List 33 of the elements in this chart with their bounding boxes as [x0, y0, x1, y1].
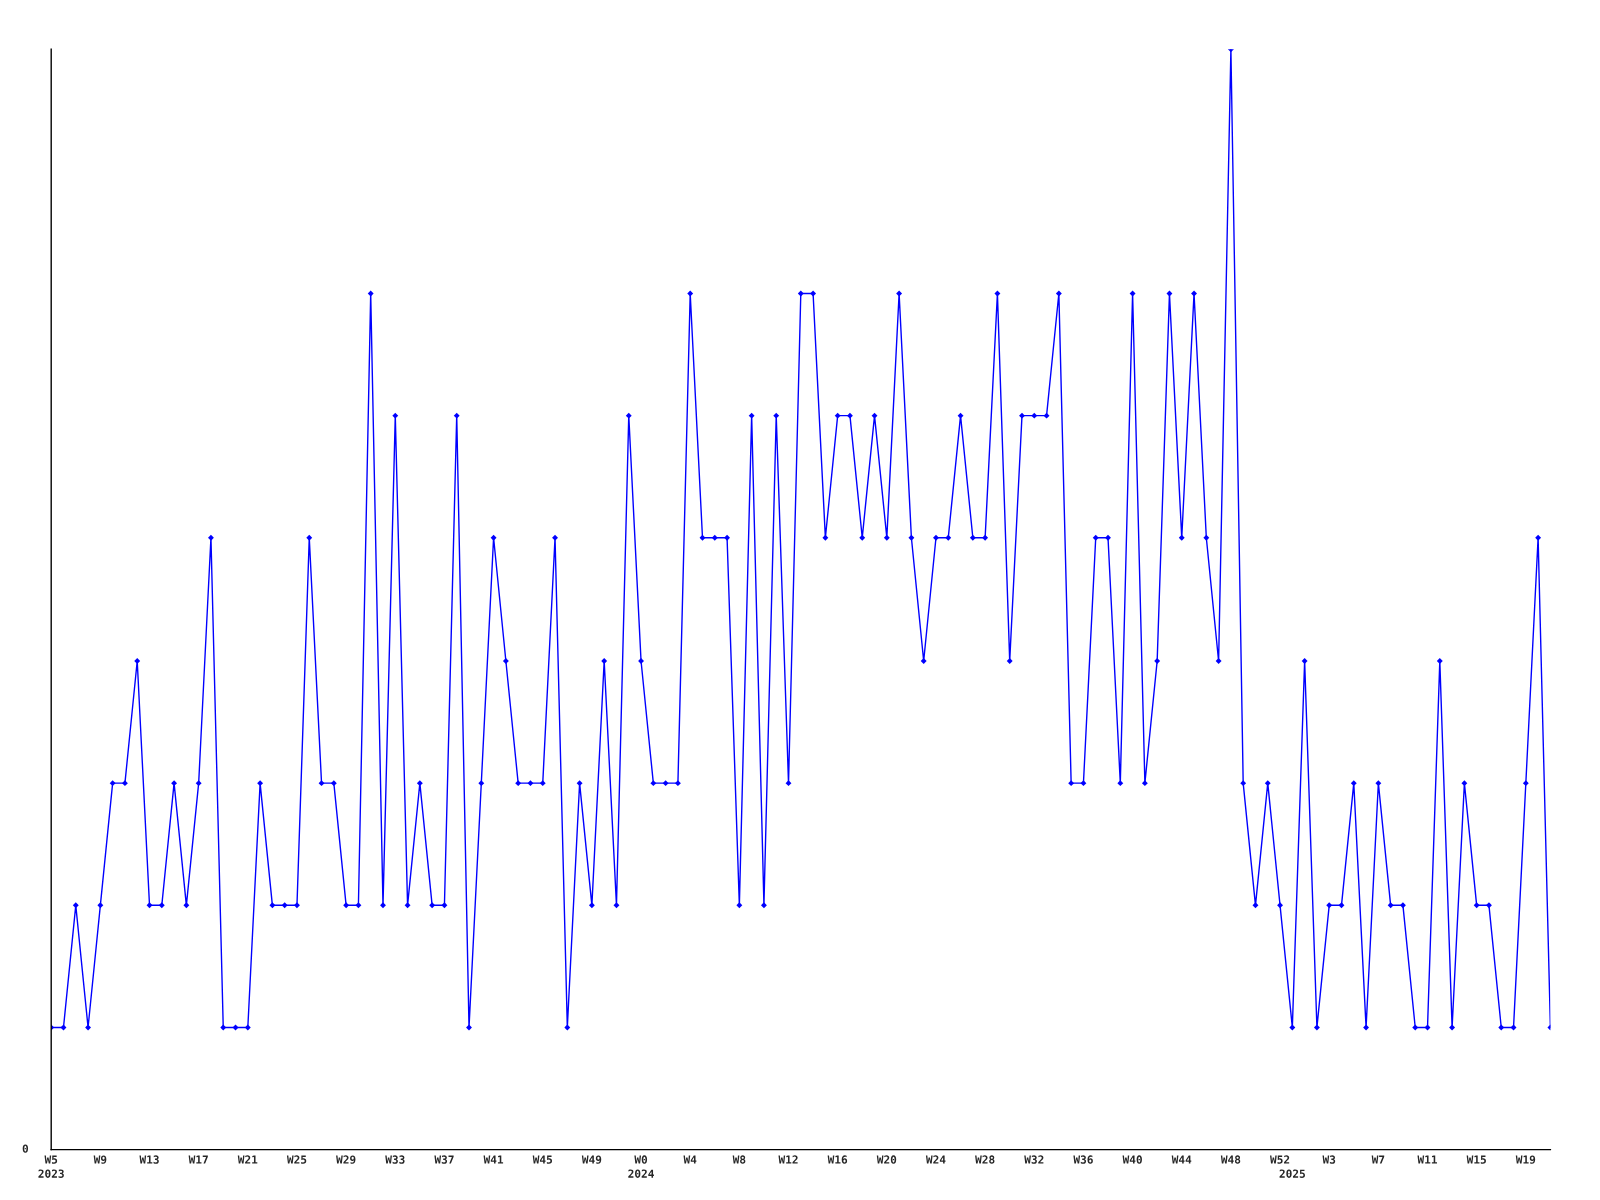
x-tick-label: W24	[925, 1155, 946, 1164]
x-tick-label: W44	[1171, 1155, 1192, 1164]
x-tick-label: W15	[1466, 1155, 1486, 1164]
x-tick-label: W40	[1122, 1155, 1142, 1164]
x-tick-label: 2025	[1279, 1169, 1305, 1178]
x-tick-label: W32	[1024, 1155, 1044, 1164]
x-tick-label: W19	[1515, 1155, 1536, 1164]
x-tick-label: W45	[532, 1155, 553, 1164]
x-tick-label: W21	[237, 1155, 258, 1164]
x-tick-label: W4	[683, 1155, 697, 1164]
x-tick-label: W29	[336, 1155, 356, 1164]
x-tick-label: W28	[975, 1155, 995, 1164]
x-tick-label: W20	[876, 1155, 897, 1164]
x-tick-label: W52	[1270, 1155, 1290, 1164]
text: 0	[22, 1144, 29, 1153]
x-tick-label: W12	[778, 1155, 798, 1164]
x-tick-label: W41	[483, 1155, 504, 1164]
x-tick-label: W7	[1371, 1155, 1385, 1164]
x-tick-label: W3	[1322, 1155, 1336, 1164]
x-tick-label: W16	[827, 1155, 848, 1164]
x-tick-label: W8	[732, 1155, 746, 1164]
x-tick-label: W33	[385, 1155, 405, 1164]
x-tick-label: W49	[581, 1155, 602, 1164]
x-tick-label: W11	[1417, 1155, 1438, 1164]
x-tick-label: W0 2024	[628, 1155, 654, 1178]
x-tick-label: W17	[188, 1155, 208, 1164]
x-tick-label: W25	[286, 1155, 307, 1164]
x-tick-label: W5 2023	[38, 1155, 64, 1178]
x-tick-label: W9	[93, 1155, 107, 1164]
x-tick-label: W37	[434, 1155, 454, 1164]
x-tick-label: W13	[139, 1155, 159, 1164]
x-tick-label: W48	[1220, 1155, 1241, 1164]
x-tick-label: W36	[1073, 1155, 1093, 1164]
